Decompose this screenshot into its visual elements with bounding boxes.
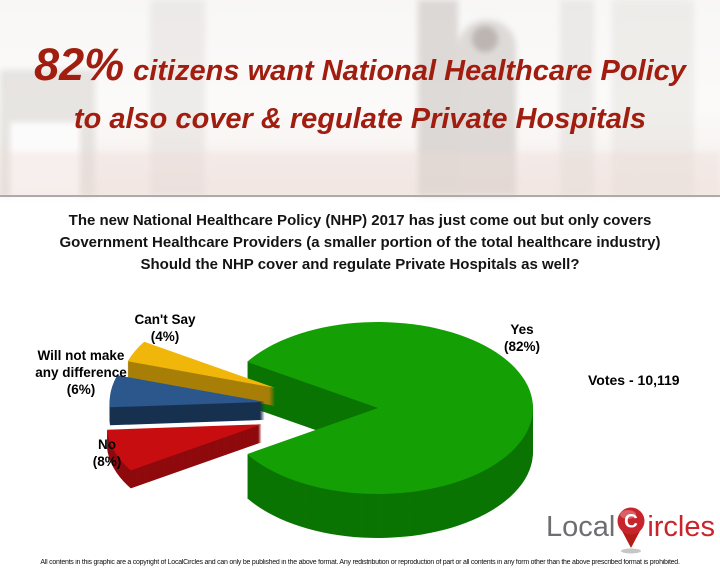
logo-text-local: Local [546, 510, 616, 543]
headline-line2: to also cover & regulate Private Hospita… [73, 103, 647, 135]
location-pin-icon: C [617, 507, 645, 554]
question-line3: Should the NHP cover and regulate Privat… [140, 256, 580, 273]
header-banner: 82% citizens want National Healthcare Pol… [0, 0, 720, 196]
slice-label-pct: (4%) [150, 329, 180, 344]
photo-shape [10, 122, 80, 196]
logo-text-ircles: ircles [647, 510, 715, 543]
slice-label-text: any difference [35, 365, 127, 380]
pin-letter: C [624, 512, 638, 533]
header-divider [0, 195, 720, 197]
slice-label-pct: (8%) [92, 454, 122, 469]
slice-label-no: No (8%) [47, 436, 167, 470]
slice-label-pct: (82%) [503, 339, 540, 354]
slice-label-yes: Yes (82%) [462, 321, 582, 355]
headline: 82% citizens want National Healthcare Pol… [0, 38, 720, 140]
slice-label-text: No [98, 437, 116, 452]
slice-label-text: Will not make [37, 348, 125, 363]
pin-circle [617, 507, 645, 535]
hospital-photo-background [0, 0, 720, 196]
headline-percent: 82% [34, 39, 125, 90]
survey-question: The new National Healthcare Policy (NHP)… [10, 210, 710, 276]
question-line2: Government Healthcare Providers (a small… [59, 234, 661, 251]
photo-shape [560, 0, 594, 196]
localcircles-logo: Local C ircles [546, 503, 715, 554]
pin-shadow [621, 548, 642, 554]
headline-line1: 82% citizens want National Healthcare Pol… [0, 38, 720, 98]
votes-count: Votes - 10,119 [588, 372, 680, 388]
photo-shape [472, 26, 498, 52]
headline-line1-text: citizens want National Healthcare Policy [133, 55, 686, 87]
copyright-notice: All contents in this graphic are a copyr… [40, 559, 680, 566]
slice-label-will-not-make-any-difference: Will not make any difference (6%) [0, 347, 162, 398]
photo-shape [612, 0, 694, 196]
slice-label-pct: (6%) [66, 382, 96, 397]
question-line1: The new National Healthcare Policy (NHP)… [68, 212, 652, 229]
slice-label-cant-say: Can't Say (4%) [105, 311, 225, 345]
slice-label-text: Yes [510, 322, 534, 337]
photo-shape [418, 0, 458, 196]
pin-tail [621, 529, 642, 548]
pin-gloss [620, 510, 637, 519]
photo-shape [150, 0, 205, 196]
photo-shape [0, 152, 720, 196]
slice-label-text: Can't Say [134, 312, 196, 327]
